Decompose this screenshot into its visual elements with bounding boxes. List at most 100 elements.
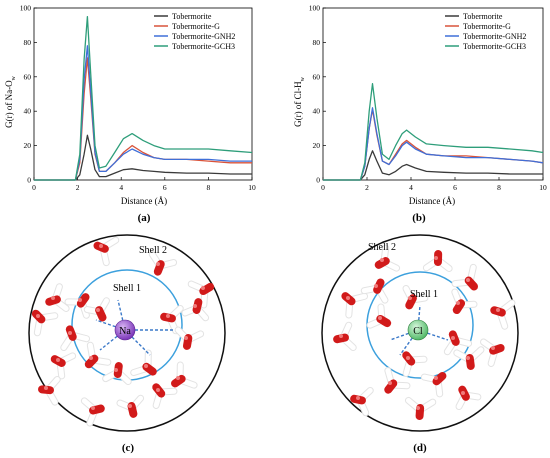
- plot-frame: [322, 7, 544, 181]
- water-molecule: [64, 293, 90, 319]
- water-molecule: [152, 383, 178, 409]
- chart-b-ylabel: G(r) of Cl-Hw: [293, 76, 306, 127]
- chart-a-xlabel: Distance (Å): [121, 196, 167, 206]
- legend-label: Tobermorite-GNH2: [463, 32, 526, 41]
- y-tick-label: 0: [316, 176, 320, 185]
- legend-label: Tobermorite-GNH2: [172, 32, 235, 41]
- x-tick-label: 10: [539, 183, 547, 192]
- water-molecule: [102, 362, 132, 386]
- x-tick-label: 4: [409, 183, 413, 192]
- legend-label: Tobermorite-GCH3: [172, 42, 235, 51]
- water-molecule: [83, 297, 110, 322]
- water-molecule: [116, 394, 145, 418]
- y-tick-label: 20: [313, 141, 321, 150]
- water-molecule: [402, 284, 429, 310]
- water-molecule: [171, 361, 198, 389]
- x-tick-label: 8: [207, 183, 211, 192]
- water-molecule: [84, 341, 112, 369]
- water-molecule: [404, 396, 437, 420]
- chart-b-xlabel: Distance (Å): [409, 196, 455, 206]
- water-molecule: [453, 346, 485, 370]
- water-molecule: [187, 280, 215, 309]
- ion-label: Na: [119, 326, 131, 337]
- y-tick-label: 60: [24, 72, 32, 81]
- water-molecule: [360, 278, 389, 304]
- shell-2-label: Shell 2: [368, 242, 396, 253]
- sodium-ion: [114, 319, 136, 341]
- chart-b-panel-label: (b): [412, 212, 426, 224]
- series-line: [34, 15, 253, 181]
- shell-1-label: Shell 1: [113, 283, 141, 294]
- panel-c-label: (c): [122, 442, 135, 454]
- water-molecule: [174, 326, 205, 350]
- water-molecule: [443, 330, 473, 356]
- water-molecule: [93, 236, 120, 267]
- series-line: [34, 134, 252, 181]
- series-line: [323, 107, 544, 181]
- ion-label: Cl: [413, 326, 423, 337]
- series-line: [323, 83, 544, 181]
- chart-a-panel-label: (a): [138, 212, 151, 224]
- water-molecule: [50, 352, 77, 380]
- water-molecule: [148, 250, 178, 276]
- water-molecule: [455, 385, 482, 411]
- series-line: [34, 57, 252, 181]
- water-molecule: [422, 250, 453, 272]
- water-molecule: [341, 292, 369, 319]
- x-tick-label: 10: [248, 183, 256, 192]
- series-line: [323, 150, 543, 181]
- x-tick-label: 6: [453, 183, 457, 192]
- water-molecule: [366, 303, 392, 329]
- water-molecule: [80, 397, 105, 427]
- shell-2-label: Shell 2: [139, 245, 167, 256]
- y-tick-label: 100: [309, 4, 321, 13]
- y-tick-label: 40: [313, 107, 321, 116]
- water-molecule: [350, 386, 374, 417]
- water-molecule: [480, 338, 505, 367]
- water-molecule: [45, 283, 70, 312]
- x-tick-label: 2: [365, 183, 369, 192]
- snapshot-d: Cl Shell 1 Shell 2 (d): [321, 234, 519, 454]
- y-tick-label: 20: [24, 141, 32, 150]
- water-molecule: [451, 288, 478, 315]
- x-tick-label: 0: [32, 183, 36, 192]
- water-molecules: [31, 236, 215, 427]
- shell-1-label: Shell 1: [410, 289, 438, 300]
- legend-label: Tobermorite-G: [463, 22, 511, 31]
- water-molecule: [181, 298, 210, 322]
- chart-a-ylabel: G(r) of Na-Ow: [4, 75, 17, 127]
- x-tick-label: 6: [163, 183, 167, 192]
- water-molecule: [333, 321, 357, 352]
- water-molecule: [160, 304, 184, 335]
- legend-label: Tobermorite: [463, 12, 503, 21]
- x-tick-label: 2: [76, 183, 80, 192]
- series-line: [34, 45, 252, 181]
- water-molecule: [130, 349, 157, 377]
- x-tick-label: 0: [321, 183, 325, 192]
- y-tick-label: 60: [313, 72, 321, 81]
- legend-label: Tobermorite-G: [172, 22, 220, 31]
- water-molecule: [38, 375, 61, 406]
- legend-label: Tobermorite-GCH3: [463, 42, 526, 51]
- y-tick-label: 80: [24, 38, 32, 47]
- panel-d-label: (d): [413, 442, 427, 454]
- water-molecule: [374, 244, 401, 272]
- water-molecule: [402, 351, 428, 377]
- x-tick-label: 4: [119, 183, 123, 192]
- y-tick-label: 80: [313, 38, 321, 47]
- water-molecule: [60, 325, 91, 352]
- shell-2-boundary: [321, 234, 519, 432]
- plot-frame: [33, 7, 253, 181]
- water-molecules: [333, 244, 516, 420]
- snapshot-c: Na Shell 1 Shell 2 (c): [28, 234, 226, 454]
- coordination-bonds: [95, 299, 174, 356]
- water-molecule: [451, 263, 478, 291]
- chloride-ion: [407, 319, 429, 341]
- y-tick-label: 100: [20, 4, 32, 13]
- water-molecule: [490, 299, 516, 330]
